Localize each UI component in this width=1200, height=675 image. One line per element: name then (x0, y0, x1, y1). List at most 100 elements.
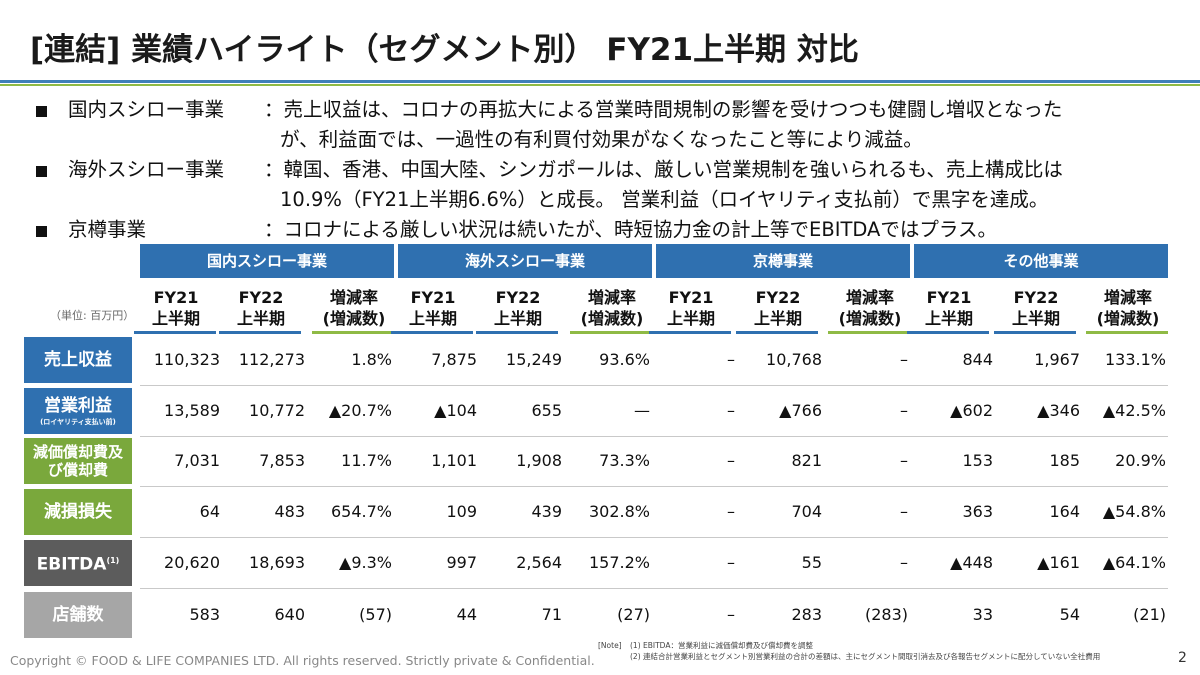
table-cell: 153 (962, 451, 993, 470)
bullet-text: ：売上収益は、コロナの再拡大による営業時間規制の影響を受けつつも健闘し増収となっ… (264, 98, 1063, 121)
table-cell: 283 (791, 605, 822, 624)
row-separator (140, 588, 1168, 589)
table-cell: ▲346 (1037, 401, 1080, 420)
bullet-square-icon (36, 226, 47, 237)
row-label: 売上収益 (24, 337, 132, 383)
table-cell: ▲602 (950, 401, 993, 420)
column-header-underline (476, 331, 558, 334)
table-cell: – (900, 401, 908, 420)
table-cell: 110,323 (153, 350, 220, 369)
summary-bullets: 国内スシロー事業 ：売上収益は、コロナの再拡大による営業時間規制の影響を受けつつ… (36, 95, 1186, 245)
table-cell: 1,967 (1034, 350, 1080, 369)
column-header: FY21 上半期 (151, 288, 200, 328)
column-header-underline (312, 331, 394, 334)
table-cell: 704 (791, 502, 822, 521)
table-cell: ▲9.3% (339, 553, 392, 572)
column-header-underline (1086, 331, 1168, 334)
column-header-underline (134, 331, 216, 334)
page-number: 2 (1178, 650, 1187, 666)
table-cell: 1.8% (351, 350, 392, 369)
table-cell: ▲766 (779, 401, 822, 420)
table-cell: 2,564 (516, 553, 562, 572)
table-cell: – (727, 605, 735, 624)
table-cell: ▲54.8% (1102, 502, 1166, 521)
table-cell: ▲20.7% (328, 401, 392, 420)
bullet-text: ：コロナによる厳しい状況は続いたが、時短協力金の計上等でEBITDAではプラス。 (264, 218, 998, 241)
row-separator (140, 486, 1168, 487)
table-cell: 655 (531, 401, 562, 420)
table-cell: – (900, 502, 908, 521)
table-cell: 20,620 (164, 553, 220, 572)
bullet-text: ：韓国、香港、中国大陸、シンガポールは、厳しい営業規制を強いられるも、売上構成比… (264, 158, 1063, 181)
bullet-domestic-cont: が、利益面では、一過性の有利買付効果がなくなったこと等により減益。 (36, 125, 1186, 155)
column-header: FY22 上半期 (236, 288, 285, 328)
column-header: FY22 上半期 (1011, 288, 1060, 328)
bullet-label: 海外スシロー事業 (68, 158, 225, 181)
table-cell: – (727, 401, 735, 420)
segment-header: その他事業 (914, 244, 1168, 278)
table-cell: 11.7% (341, 451, 392, 470)
column-header: FY22 上半期 (493, 288, 542, 328)
copyright-text: Copyright © FOOD & LIFE COMPANIES LTD. A… (10, 653, 595, 668)
table-cell: – (727, 553, 735, 572)
table-cell: – (727, 350, 735, 369)
table-cell: 54 (1059, 605, 1080, 624)
segment-header: 国内スシロー事業 (140, 244, 394, 278)
column-header-underline (649, 331, 731, 334)
bullet-square-icon (36, 106, 47, 117)
table-cell: ▲42.5% (1102, 401, 1166, 420)
table-cell: 583 (189, 605, 220, 624)
table-cell: ▲104 (434, 401, 477, 420)
table-cell: 157.2% (588, 553, 650, 572)
table-cell: (57) (359, 605, 392, 624)
table-cell: (283) (864, 605, 908, 624)
table-cell: 33 (972, 605, 993, 624)
page-title: [連結] 業績ハイライト（セグメント別） FY21上半期 対比 (30, 32, 859, 68)
table-cell: – (727, 451, 735, 470)
table-cell: 7,875 (431, 350, 477, 369)
column-header-underline (391, 331, 473, 334)
row-label: 減損損失 (24, 489, 132, 535)
bullet-overseas: 海外スシロー事業 ：韓国、香港、中国大陸、シンガポールは、厳しい営業規制を強いら… (36, 155, 1186, 185)
bullet-text-cont: 10.9%（FY21上半期6.6%）と成長。 営業利益（ロイヤリティ支払前）で黒… (280, 188, 1049, 211)
table-cell: 164 (1049, 502, 1080, 521)
table-cell: 302.8% (588, 502, 650, 521)
table-cell: 93.6% (599, 350, 650, 369)
bullet-overseas-cont: 10.9%（FY21上半期6.6%）と成長。 営業利益（ロイヤリティ支払前）で黒… (36, 185, 1186, 215)
row-separator (140, 537, 1168, 538)
segment-header: 京樽事業 (656, 244, 910, 278)
bullet-domestic: 国内スシロー事業 ：売上収益は、コロナの再拡大による営業時間規制の影響を受けつつ… (36, 95, 1186, 125)
column-header: FY21 上半期 (924, 288, 973, 328)
table-cell: 363 (962, 502, 993, 521)
table-cell: 185 (1049, 451, 1080, 470)
table-cell: 10,772 (249, 401, 305, 420)
table-cell: 55 (801, 553, 822, 572)
table-cell: 64 (199, 502, 220, 521)
column-header: 増減率 (増減数) (1096, 288, 1160, 328)
table-cell: ▲161 (1037, 553, 1080, 572)
table-cell: 13,589 (164, 401, 220, 420)
column-header-underline (828, 331, 910, 334)
table-cell: – (900, 350, 908, 369)
table-cell: 10,768 (766, 350, 822, 369)
table-cell: 71 (541, 605, 562, 624)
table-cell: 1,908 (516, 451, 562, 470)
table-cell: (21) (1133, 605, 1166, 624)
column-header: FY21 上半期 (666, 288, 715, 328)
table-cell: 483 (274, 502, 305, 521)
footnotes: [Note] (1) EBITDA：営業利益に減価償却費及び償却費を調整 (2) … (598, 640, 1100, 662)
bullet-square-icon (36, 166, 47, 177)
column-header-underline (570, 331, 652, 334)
table-cell: 18,693 (249, 553, 305, 572)
table-cell: 73.3% (599, 451, 650, 470)
table-cell: 20.9% (1115, 451, 1166, 470)
table-cell: 1,101 (431, 451, 477, 470)
bullet-kyotaru: 京樽事業 ：コロナによる厳しい状況は続いたが、時短協力金の計上等でEBITDAで… (36, 215, 1186, 245)
table-cell: 844 (962, 350, 993, 369)
table-cell: 997 (446, 553, 477, 572)
table-cell: 439 (531, 502, 562, 521)
column-header: FY22 上半期 (753, 288, 802, 328)
table-cell: – (727, 502, 735, 521)
table-cell: – (900, 553, 908, 572)
column-header-underline (994, 331, 1076, 334)
